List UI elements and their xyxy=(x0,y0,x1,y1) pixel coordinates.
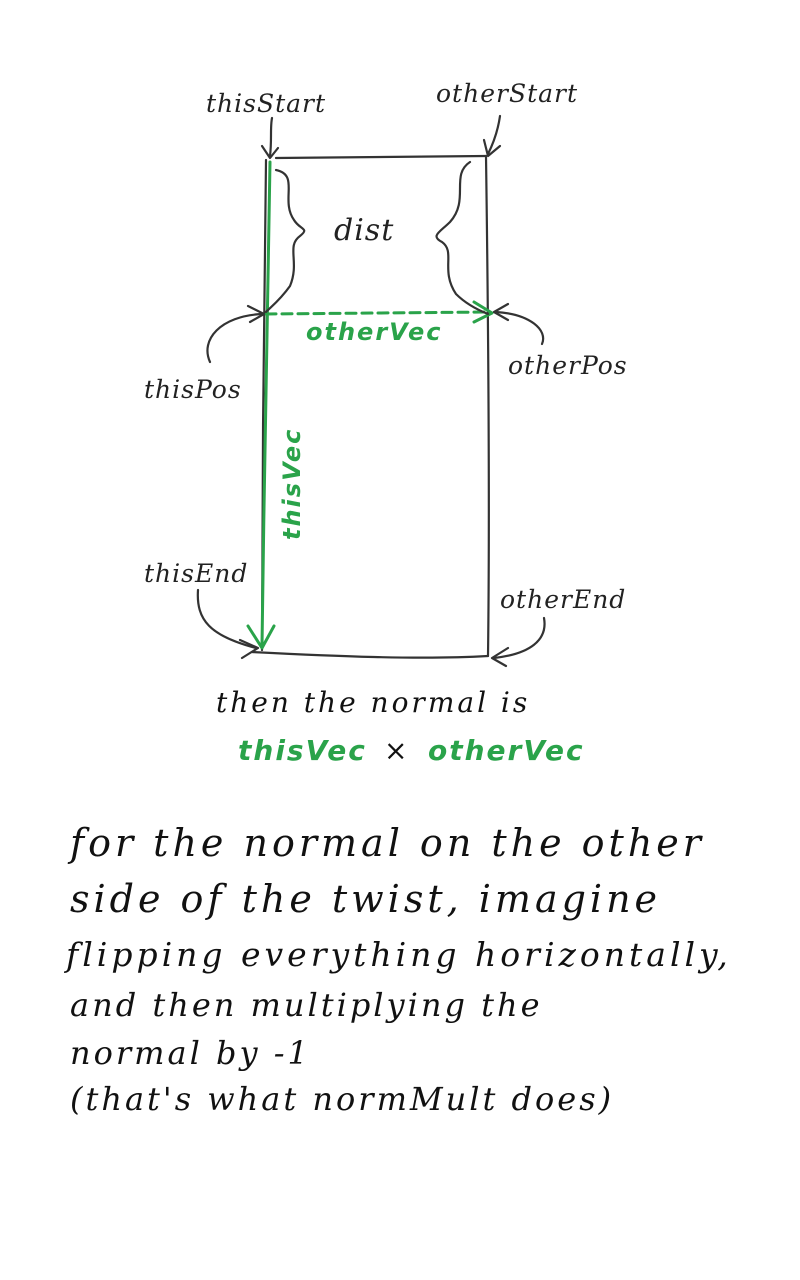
caption-line: then the normal is xyxy=(216,686,530,719)
other-vec-arrow-line xyxy=(264,310,492,316)
this-end-label: thisEnd xyxy=(144,559,248,588)
formula-other-vec: otherVec xyxy=(428,734,585,767)
this-pos-label: thisPos xyxy=(144,375,242,404)
rectangle-bottom-edge xyxy=(250,650,490,659)
formula-this-vec: thisVec xyxy=(238,734,367,767)
note-line-2: side of the twist, imagine xyxy=(70,877,661,921)
other-vec-label: otherVec xyxy=(306,318,443,346)
note-line-5: normal by -1 xyxy=(70,1034,311,1072)
dist-left-brace xyxy=(264,168,306,314)
this-vec-arrowhead xyxy=(246,624,276,650)
other-pos-pointer-head xyxy=(492,302,510,322)
other-start-label: otherStart xyxy=(436,79,578,108)
other-pos-label: otherPos xyxy=(508,351,628,380)
this-end-pointer xyxy=(196,588,258,650)
formula-cross: × xyxy=(384,734,410,767)
other-vec-arrowhead xyxy=(472,300,494,324)
other-end-pointer xyxy=(492,616,546,660)
rectangle-top-edge xyxy=(274,154,488,160)
other-end-pointer-head xyxy=(490,646,510,668)
this-start-label: thisStart xyxy=(206,89,326,118)
other-pos-pointer xyxy=(494,310,545,346)
this-pos-pointer xyxy=(206,312,264,364)
this-start-pointer xyxy=(268,116,274,158)
note-line-4: and then multiplying the xyxy=(70,986,543,1024)
note-line-3: flipping everything horizontally, xyxy=(63,935,732,974)
this-end-pointer-head xyxy=(238,638,260,660)
other-start-pointer xyxy=(486,114,502,156)
this-pos-pointer-head xyxy=(246,304,266,324)
note-line-6: (that's what normMult does) xyxy=(70,1080,614,1118)
other-start-pointer-head xyxy=(482,138,502,158)
dist-label: dist xyxy=(334,213,394,248)
dist-right-brace xyxy=(435,160,490,316)
rectangle-right-edge xyxy=(484,154,490,658)
note-line-1: for the normal on the other xyxy=(67,821,705,865)
this-vec-label: thisVec xyxy=(278,428,306,540)
this-start-pointer-head xyxy=(260,144,280,160)
other-end-label: otherEnd xyxy=(500,585,626,614)
this-vec-arrow-line xyxy=(260,160,272,648)
